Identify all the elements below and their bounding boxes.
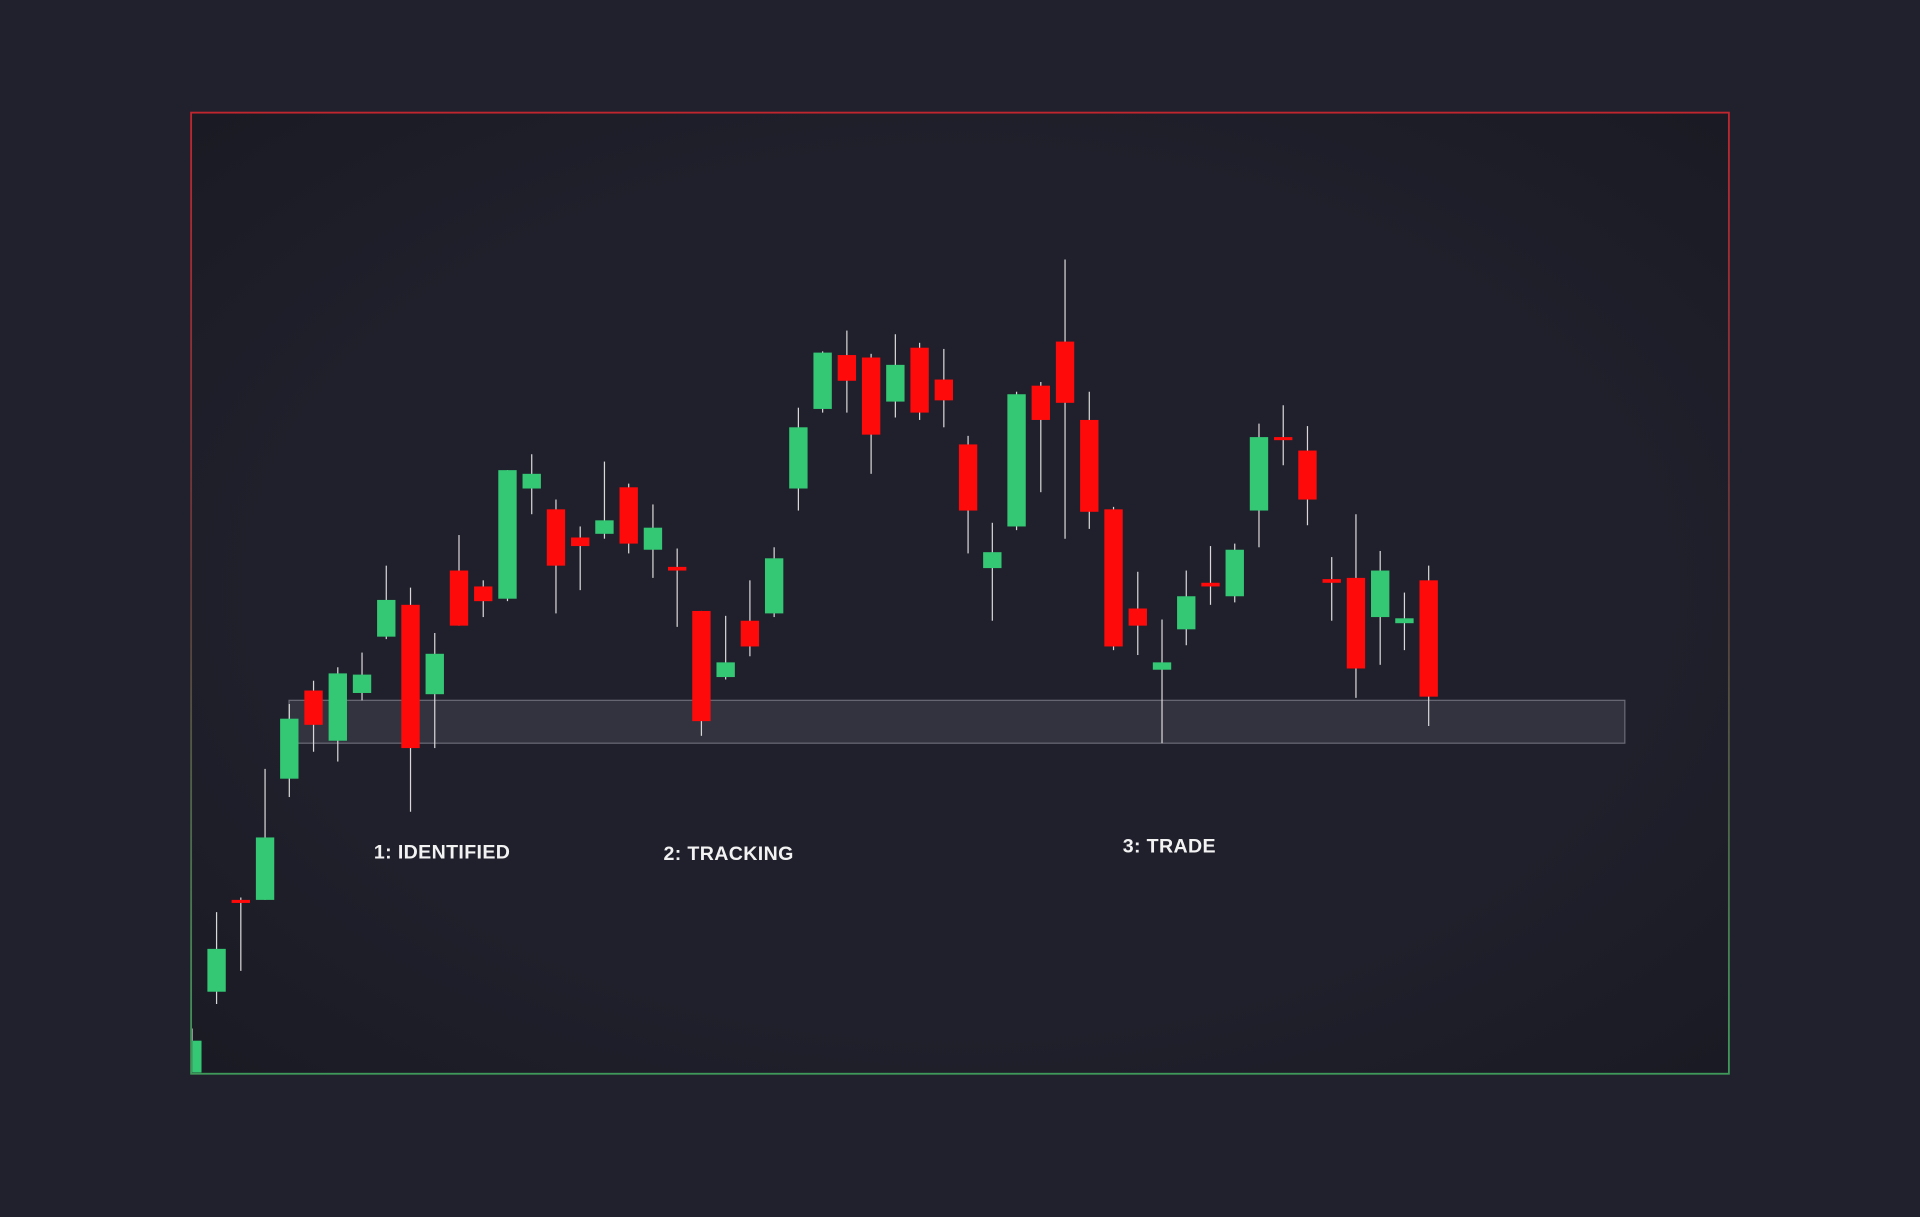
candle-body <box>667 566 687 571</box>
candle-body <box>207 948 226 992</box>
candle-body <box>231 899 251 903</box>
candle-body <box>1298 450 1317 500</box>
candle-body <box>1346 577 1366 669</box>
annotations: 1: IDENTIFIED 2: TRACKING 3: TRADE <box>374 835 1216 864</box>
candle-body <box>255 837 275 900</box>
candle-body <box>958 444 978 511</box>
candle-body <box>861 357 881 435</box>
plot-area <box>192 259 1626 1073</box>
annotation: 1: IDENTIFIED <box>374 842 510 864</box>
candle-body <box>571 537 590 547</box>
candle-body <box>595 520 614 534</box>
candle-body <box>740 620 760 647</box>
candle-body <box>983 552 1002 569</box>
candle-body <box>910 347 929 413</box>
candle-body <box>1371 570 1390 618</box>
candle-body <box>813 352 832 409</box>
candle-body <box>1177 596 1196 630</box>
candle-body <box>643 527 663 550</box>
candle-body <box>619 487 638 544</box>
candle-body <box>1322 579 1341 583</box>
candle-body <box>764 558 784 614</box>
candle-body <box>1225 549 1244 597</box>
candle-body <box>522 473 541 489</box>
candle-body <box>1080 419 1099 512</box>
candle-body <box>377 599 396 637</box>
candle-body <box>401 604 420 749</box>
candle-body <box>1249 437 1269 511</box>
candle-body <box>352 674 372 693</box>
candle-body <box>328 673 347 741</box>
support-zone <box>288 699 1626 744</box>
candle-body <box>449 570 469 626</box>
candle-body <box>789 427 808 489</box>
candle-body <box>1031 385 1050 420</box>
candle-body <box>1055 341 1075 403</box>
candle-body <box>1419 580 1438 697</box>
candle-body <box>1104 509 1123 647</box>
candle-body <box>1274 437 1293 441</box>
annotation: 2: TRACKING <box>663 843 793 865</box>
candle-body <box>1128 608 1147 626</box>
candle-body <box>1395 618 1414 624</box>
candle-body <box>304 690 323 725</box>
candle-body <box>425 653 444 695</box>
candle-body <box>280 718 299 779</box>
candle-body <box>1152 662 1172 670</box>
candle-body <box>934 379 954 401</box>
candle-body <box>498 470 517 599</box>
candle-body <box>716 662 735 678</box>
candle-body <box>1007 394 1026 527</box>
candle-body <box>837 355 857 381</box>
candle-body <box>192 1040 202 1073</box>
candle-body <box>1201 582 1220 587</box>
candle-body <box>886 364 905 402</box>
candle-body <box>546 509 566 566</box>
candle-body <box>474 586 493 602</box>
annotation: 3: TRADE <box>1123 835 1216 857</box>
chart-frame <box>190 111 1730 1075</box>
candle-body <box>692 610 711 722</box>
